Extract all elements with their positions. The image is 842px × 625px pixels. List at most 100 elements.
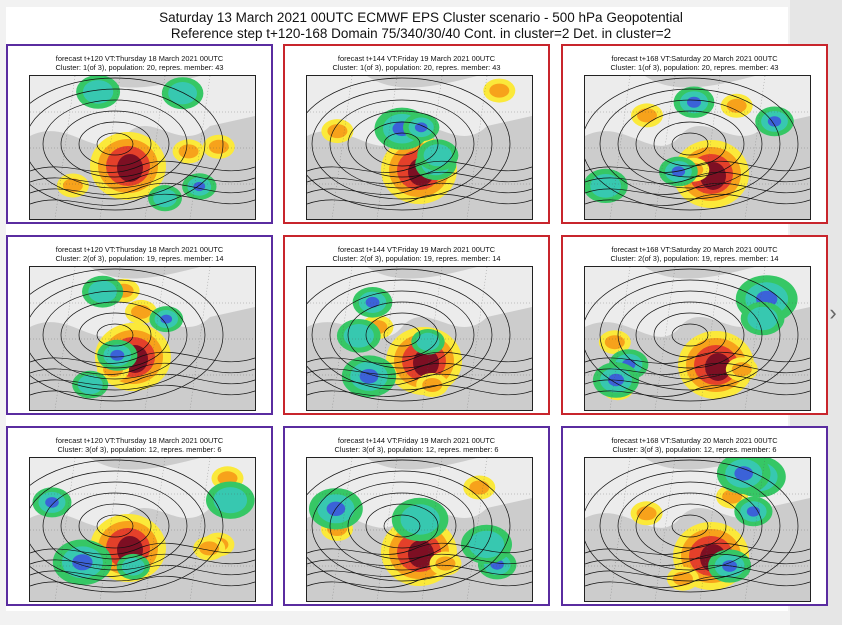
geopotential-contour bbox=[635, 110, 745, 178]
graticule-line bbox=[331, 267, 353, 410]
panel-cluster-label: Cluster: 1(of 3), population: 20, repres… bbox=[610, 63, 779, 72]
anomaly-strong-negative bbox=[365, 296, 380, 308]
cluster-panel[interactable]: forecast t+168 VT:Saturday 20 March 2021… bbox=[561, 426, 828, 606]
panel-cluster-label: Cluster: 3(of 3), population: 12, repres… bbox=[334, 445, 499, 454]
panel-forecast-label: forecast t+144 VT:Friday 19 March 2021 0… bbox=[337, 54, 496, 63]
map-frame bbox=[584, 75, 811, 220]
anomaly-negative bbox=[343, 324, 374, 348]
geopotential-contour bbox=[30, 373, 255, 386]
anomaly-strong-negative bbox=[72, 554, 93, 571]
geopotential-contour bbox=[307, 575, 532, 588]
land-shape bbox=[645, 76, 755, 88]
cluster-panel[interactable]: forecast t+168 VT:Saturday 20 March 2021… bbox=[561, 44, 828, 224]
geopotential-contour bbox=[30, 77, 224, 211]
cluster-panel[interactable]: forecast t+168 VT:Saturday 20 March 2021… bbox=[561, 235, 828, 415]
geopotential-contour bbox=[96, 514, 134, 538]
geopotential-contour bbox=[653, 121, 727, 167]
geopotential-contour bbox=[30, 384, 255, 397]
geopotential-contour bbox=[383, 132, 421, 156]
page-title: Saturday 13 March 2021 00UTC ECMWF EPS C… bbox=[159, 10, 683, 25]
geopotential-contour bbox=[599, 88, 781, 200]
map-plot bbox=[585, 458, 810, 601]
geopotential-contour bbox=[78, 503, 152, 549]
geopotential-contour bbox=[585, 459, 799, 593]
map-frame bbox=[29, 266, 256, 411]
anomaly-negative bbox=[168, 82, 198, 105]
graticule-line bbox=[699, 76, 721, 219]
graticule-line bbox=[144, 458, 166, 601]
panel-cluster-label: Cluster: 3(of 3), population: 12, repres… bbox=[57, 445, 222, 454]
geopotential-contour bbox=[585, 193, 810, 206]
geopotential-contour bbox=[307, 384, 532, 397]
graticule-line bbox=[189, 267, 211, 410]
anomaly-positive bbox=[489, 83, 510, 98]
graticule-line bbox=[744, 267, 766, 410]
anomaly-negative bbox=[77, 374, 103, 395]
geopotential-contour bbox=[30, 459, 224, 593]
map-frame bbox=[306, 266, 533, 411]
anomaly-negative bbox=[121, 557, 145, 576]
geopotential-contour bbox=[383, 323, 421, 347]
graticule-line bbox=[744, 76, 766, 219]
anomaly-positive bbox=[178, 144, 199, 159]
geopotential-contour bbox=[307, 542, 532, 555]
geopotential-contour bbox=[635, 492, 745, 560]
graticule-line bbox=[466, 267, 488, 410]
graticule-line bbox=[699, 458, 721, 601]
panel-cluster-label: Cluster: 2(of 3), population: 19, repres… bbox=[55, 254, 224, 263]
anomaly-positive bbox=[131, 304, 151, 319]
anomaly-positive bbox=[327, 124, 348, 139]
geopotential-contour bbox=[30, 160, 255, 173]
geopotential-contour bbox=[42, 481, 188, 571]
graticule-line bbox=[376, 267, 398, 410]
map-plot bbox=[585, 267, 810, 410]
map-plot bbox=[585, 76, 810, 219]
graticule-line bbox=[421, 76, 443, 219]
graticule-line bbox=[99, 76, 121, 219]
cluster-panel[interactable]: forecast t+144 VT:Friday 19 March 2021 0… bbox=[283, 426, 550, 606]
graticule-line bbox=[144, 76, 166, 219]
graticule-line bbox=[54, 458, 76, 601]
geopotential-contour bbox=[30, 193, 255, 206]
geopotential-contour bbox=[383, 514, 421, 538]
cluster-panel[interactable]: forecast t+144 VT:Friday 19 March 2021 0… bbox=[283, 44, 550, 224]
anomaly-positive bbox=[636, 506, 657, 521]
graticule-line bbox=[699, 267, 721, 410]
geopotential-contour bbox=[307, 362, 532, 375]
geopotential-contour bbox=[635, 301, 745, 369]
graticule-line bbox=[331, 76, 353, 219]
map-plot bbox=[307, 267, 532, 410]
graticule-line bbox=[421, 458, 443, 601]
geopotential-contour bbox=[585, 542, 810, 555]
anomaly-positive bbox=[637, 108, 657, 123]
cluster-panel[interactable]: forecast t+120 VT:Thursday 18 March 2021… bbox=[6, 235, 273, 415]
geopotential-contour bbox=[617, 481, 763, 571]
anomaly-strong-negative bbox=[160, 314, 173, 324]
cluster-panel[interactable]: forecast t+120 VT:Thursday 18 March 2021… bbox=[6, 426, 273, 606]
anomaly-strong-negative bbox=[767, 116, 782, 127]
graticule-line bbox=[654, 458, 676, 601]
anomaly-positive bbox=[435, 556, 456, 571]
geopotential-contour bbox=[60, 492, 170, 560]
panel-forecast-label: forecast t+168 VT:Saturday 20 March 2021… bbox=[611, 245, 778, 254]
anomaly-strong-negative bbox=[734, 466, 753, 481]
anomaly-strong-negative bbox=[687, 96, 701, 108]
geopotential-contour bbox=[585, 160, 810, 173]
map-frame bbox=[306, 457, 533, 602]
cluster-panel[interactable]: forecast t+120 VT:Thursday 18 March 2021… bbox=[6, 44, 273, 224]
geopotential-contour bbox=[311, 279, 493, 391]
geopotential-contour bbox=[307, 373, 532, 386]
next-button[interactable]: › bbox=[822, 296, 842, 330]
panel-forecast-label: forecast t+168 VT:Saturday 20 March 2021… bbox=[611, 436, 778, 445]
graticule-line bbox=[609, 267, 631, 410]
geopotential-contour bbox=[30, 88, 206, 200]
geopotential-contour bbox=[311, 470, 493, 582]
geopotential-contour bbox=[60, 110, 170, 178]
map-frame bbox=[29, 75, 256, 220]
geopotential-contour bbox=[30, 268, 224, 402]
cluster-panel[interactable]: forecast t+144 VT:Friday 19 March 2021 0… bbox=[283, 235, 550, 415]
geopotential-contour bbox=[307, 77, 511, 211]
geopotential-contour bbox=[347, 492, 457, 560]
anomaly-positive bbox=[208, 139, 229, 154]
graticule-line bbox=[99, 458, 121, 601]
